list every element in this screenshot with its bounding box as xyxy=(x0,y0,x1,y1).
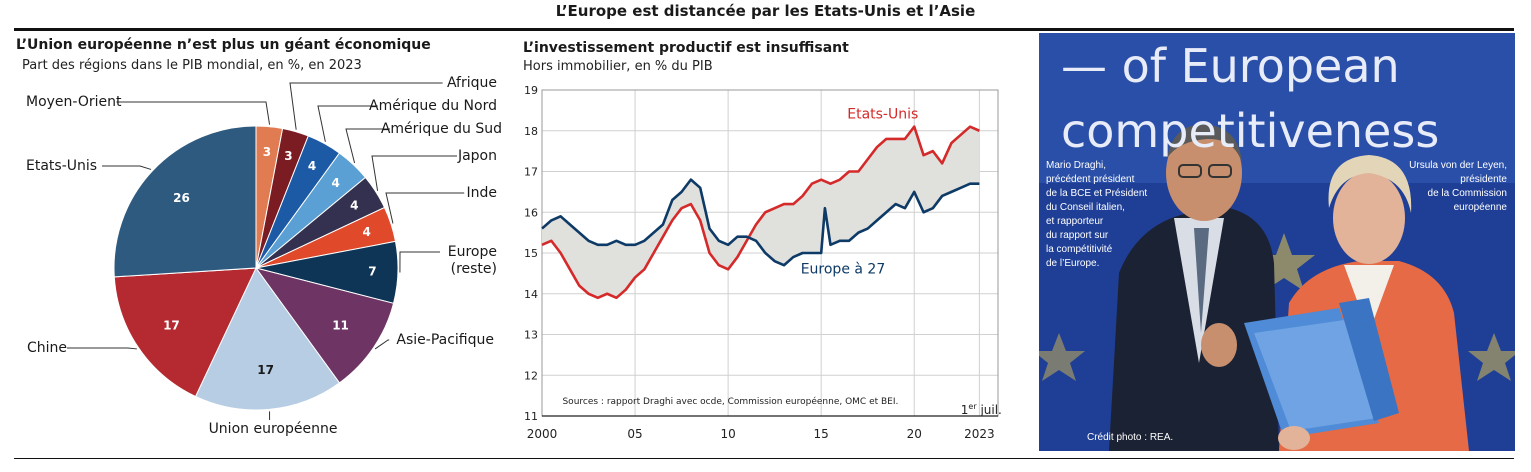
leader-line xyxy=(289,82,443,130)
pie-value-label: 11 xyxy=(332,318,349,332)
y-tick-label: 14 xyxy=(524,288,538,301)
x-tick-label: 20 xyxy=(907,427,922,441)
pie-value-label: 17 xyxy=(163,318,180,332)
pie-category-label: Japon xyxy=(457,148,497,164)
pie-category-label: Amérique du Nord xyxy=(369,98,497,114)
pie-category-label: Union européenne xyxy=(209,421,338,437)
banner-title: L’Europe est distancée par les Etats-Uni… xyxy=(555,2,976,20)
caption-line: européenne xyxy=(1453,202,1507,213)
pie-category-label: Etats-Unis xyxy=(26,158,97,174)
y-tick-label: 18 xyxy=(524,125,538,138)
y-tick-label: 12 xyxy=(524,369,538,382)
leader-line xyxy=(399,251,440,273)
leader-line xyxy=(116,101,271,125)
leader-line xyxy=(371,155,457,191)
y-tick-label: 13 xyxy=(524,329,538,342)
pie-category-label: Amérique du Sud xyxy=(381,121,502,137)
end-note: 1er juil. xyxy=(961,402,1002,417)
line-title: L’investissement productif est insuffisa… xyxy=(523,40,849,56)
pie-value-label: 7 xyxy=(368,265,376,279)
series-label-europe: Europe à 27 xyxy=(801,261,886,277)
leader-line xyxy=(374,339,390,350)
caption-draghi: Mario Draghi, précédent président de la BC… xyxy=(1046,159,1147,271)
x-tick-label: 2000 xyxy=(527,427,558,441)
caption-line: Ursula von der Leyen, xyxy=(1409,160,1507,171)
pie-value-label: 26 xyxy=(173,191,190,205)
pie-category-label: Asie-Pacifique xyxy=(396,332,494,348)
caption-line: précédent président xyxy=(1046,174,1135,185)
pie-slice xyxy=(194,267,341,411)
leader-line xyxy=(67,347,137,350)
leader-line xyxy=(102,165,152,170)
photo-text-line2: competitiveness xyxy=(1061,104,1440,158)
x-tick-label: 10 xyxy=(720,427,735,441)
caption-line: de la Commission xyxy=(1427,188,1507,199)
pie-category-label: Afrique xyxy=(447,75,497,91)
caption-line: et rapporteur xyxy=(1046,216,1104,227)
photo: — of European competitiveness Mario Drag… xyxy=(1039,33,1515,451)
pie-slice xyxy=(254,267,395,384)
photo-credit: Crédit photo : REA. xyxy=(1087,432,1174,443)
caption-line: de l’Europe. xyxy=(1046,258,1100,269)
pie-value-label: 4 xyxy=(332,176,340,190)
leader-line xyxy=(345,128,390,164)
series-line-europe xyxy=(541,178,980,267)
star-icon xyxy=(1468,333,1515,381)
caption-line: de la BCE et Président xyxy=(1046,188,1148,199)
pie-value-label: 4 xyxy=(308,159,316,173)
pie-value-label: 4 xyxy=(350,199,358,213)
pie-subtitle: Part des régions dans le PIB mondial, en… xyxy=(22,58,362,73)
pie-slice xyxy=(113,267,257,398)
caption-line: présidente xyxy=(1460,174,1507,185)
leader-line xyxy=(317,105,378,142)
pie-category-label: Inde xyxy=(466,185,497,201)
line-chart: 11 12 13 14 15 16 17 18 19 2000 05 10 15 20 2023 Etats-… xyxy=(524,84,1002,441)
pie-value-label: 3 xyxy=(263,145,271,159)
x-tick-label: 05 xyxy=(627,427,642,441)
caption-line: Mario Draghi, xyxy=(1046,160,1107,171)
top-rule xyxy=(14,28,1514,31)
y-tick-label: 15 xyxy=(524,247,538,260)
x-tick-label: 2023 xyxy=(964,427,995,441)
leader-line xyxy=(385,192,465,224)
pie-title: L’Union européenne n’est plus un géant é… xyxy=(16,37,431,53)
series-label-etats-unis: Etats-Unis xyxy=(847,107,918,123)
y-tick-label: 17 xyxy=(524,166,538,179)
caption-line: du Conseil italien, xyxy=(1046,202,1125,213)
pie-category-label: (reste) xyxy=(451,261,497,277)
pie-value-label: 3 xyxy=(284,149,292,163)
pie-value-label: 17 xyxy=(257,363,274,377)
photo-text-line1: — of European xyxy=(1061,39,1400,93)
series-line-etats-unis xyxy=(541,125,980,300)
line-subtitle: Hors immobilier, en % du PIB xyxy=(523,59,713,74)
caption-line: du rapport sur xyxy=(1046,230,1109,241)
bottom-rule xyxy=(14,458,1514,459)
caption-line: la compétitivité xyxy=(1046,244,1113,255)
pie-category-label: Chine xyxy=(27,340,67,356)
caption-von-der-leyen: Ursula von der Leyen, présidente de la Com… xyxy=(1409,159,1507,215)
photo-scene xyxy=(1039,33,1515,451)
pie-chart: 3 Moyen-Orient 3 Afrique 4 Amérique du Nord 4 A… xyxy=(26,75,502,437)
y-tick-label: 19 xyxy=(524,84,538,97)
pie-value-label: 4 xyxy=(363,225,371,239)
y-tick-label: 16 xyxy=(524,206,538,219)
pie-category-label: Europe xyxy=(448,244,497,260)
sources-note: Sources : rapport Draghi avec ocde, Comm… xyxy=(562,396,898,407)
y-tick-label: 11 xyxy=(524,410,538,423)
pie-category-label: Moyen-Orient xyxy=(26,94,122,110)
pie-slice xyxy=(113,125,257,278)
star-icon xyxy=(1039,333,1085,381)
x-tick-label: 15 xyxy=(814,427,829,441)
star-icon xyxy=(1253,233,1315,291)
